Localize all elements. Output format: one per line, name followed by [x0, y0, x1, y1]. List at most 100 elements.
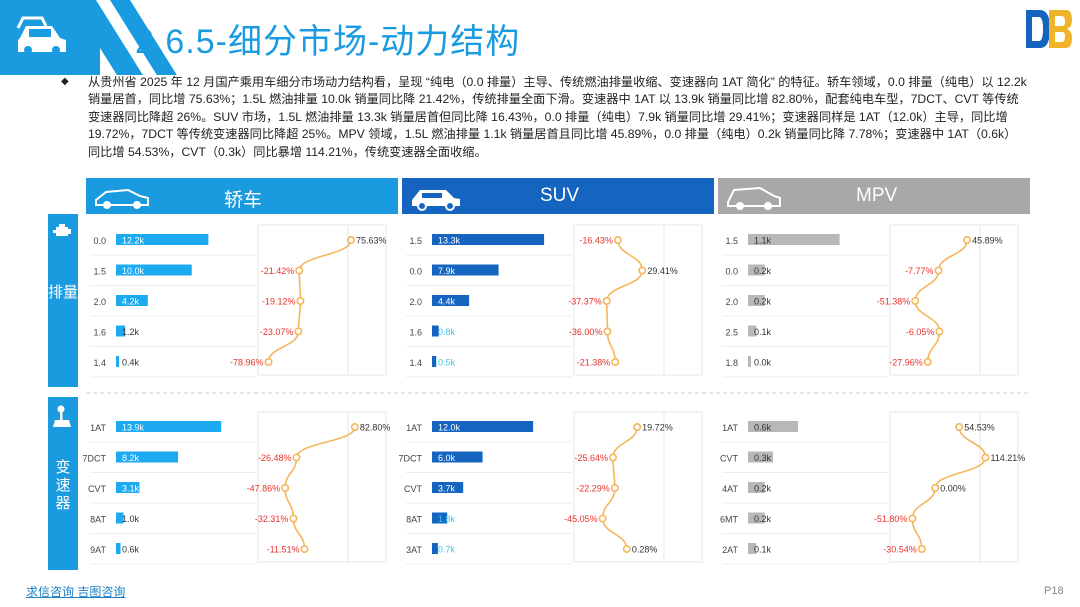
bar-value-label: 3.1k [122, 484, 140, 494]
yoy-label: -51.38% [877, 297, 911, 307]
category-label: 8AT [406, 515, 422, 525]
yoy-point [292, 453, 301, 462]
chart-MPV-transmission: 1AT 0.6k CVT 0.3k 4AT 0.2k 6MT 0.2k 2AT 0.1k 54.53… [720, 411, 1025, 565]
bar-value-label: 1.8k [438, 514, 456, 524]
chart-轿车-transmission: 1AT 13.9k 7DCT 8.2k CVT 3.1k 8AT 1.0k 9AT 0.6k 82.… [82, 411, 390, 565]
category-label: 1AT [90, 423, 106, 433]
segment-band-sedan: 轿车 [86, 178, 398, 214]
side-text-displacement: 排量 [48, 284, 79, 301]
category-label: CVT [404, 484, 423, 494]
bar-value-label: 0.1k [754, 327, 772, 337]
category-label: 1.6 [93, 328, 106, 338]
chart-轿车-displacement: 0.0 12.2k 1.5 10.0k 2.0 4.2k 1.6 1.2k 1.4 0.4k 75.… [90, 224, 387, 378]
category-label: 2.0 [93, 297, 106, 307]
bar [432, 543, 438, 554]
yoy-label: -11.51% [267, 545, 300, 555]
footer-links[interactable]: 求信咨询 吉图咨询 [26, 585, 126, 599]
yoy-panel [257, 224, 387, 376]
yoy-label: -25.64% [574, 453, 608, 463]
bar-value-label: 13.9k [122, 423, 145, 433]
category-label: 4AT [722, 484, 738, 494]
side-label-displacement: 排量 [48, 214, 78, 387]
yoy-point [931, 483, 940, 492]
yoy-panel [573, 224, 703, 376]
chart-SUV-displacement: 1.5 13.3k 0.0 7.9k 2.0 4.4k 1.6 0.8k 1.4 0.5k -16.… [406, 224, 703, 378]
yoy-label: 114.21% [990, 453, 1025, 463]
bar-value-label: 0.4k [122, 358, 140, 368]
yoy-point [981, 453, 990, 462]
yoy-point [923, 357, 932, 366]
yoy-label: 45.89% [972, 236, 1003, 246]
mpv-icon [727, 186, 781, 210]
yoy-point [598, 514, 607, 523]
yoy-label: -23.07% [260, 327, 294, 337]
yoy-label: -32.31% [255, 514, 289, 524]
side-label-transmission: 变速器 [48, 397, 78, 570]
yoy-point [934, 266, 943, 275]
yoy-label: -21.42% [261, 266, 295, 276]
bar-value-label: 0.0k [754, 358, 772, 368]
category-label: CVT [88, 484, 107, 494]
bar [748, 234, 840, 245]
category-label: 1.5 [725, 236, 738, 246]
category-label: 2.0 [409, 297, 422, 307]
yoy-panel [257, 411, 387, 563]
category-label: 7DCT [82, 454, 106, 464]
yoy-panel [573, 411, 703, 563]
bar-value-label: 0.7k [438, 545, 456, 555]
band-label-sedan: 轿车 [224, 190, 263, 211]
chart-MPV-displacement: 1.5 1.1k 0.0 0.2k 2.0 0.2k 2.5 0.1k 1.8 0.0k 45.89… [722, 224, 1019, 378]
yoy-point [917, 544, 926, 553]
category-label: 1.5 [93, 267, 106, 277]
yoy-label: 19.72% [642, 423, 673, 433]
bar [432, 295, 470, 306]
bar-value-label: 13.3k [438, 236, 461, 246]
side-text-transmission: 变速器 [55, 459, 71, 512]
bar-value-label: 0.8k [438, 327, 456, 337]
bar [432, 356, 437, 367]
category-label: 0.0 [725, 267, 738, 277]
yoy-point [955, 422, 964, 431]
bar-value-label: 0.6k [754, 423, 772, 433]
bar-value-label: 8.2k [122, 453, 140, 463]
suv-icon [412, 190, 460, 211]
category-label: 1.4 [409, 358, 422, 368]
yoy-point [350, 422, 359, 431]
chart-SUV-transmission: 1AT 12.0k 7DCT 6.0k CVT 3.7k 8AT 1.8k 3AT 0.7k 19.… [398, 411, 703, 565]
bar [116, 512, 124, 524]
bar-value-label: 1.0k [122, 514, 140, 524]
category-label: 2.0 [725, 297, 738, 307]
yoy-label: -16.43% [579, 236, 613, 246]
bar-value-label: 0.1k [754, 545, 772, 555]
bar [116, 482, 140, 493]
yoy-label: 54.53% [964, 423, 995, 433]
bar-value-label: 0.2k [754, 514, 772, 524]
bar [432, 451, 483, 463]
yoy-point [281, 483, 290, 492]
yoy-label: -51.80% [874, 514, 908, 524]
category-label: 1.6 [409, 328, 422, 338]
category-label: 1AT [406, 423, 422, 433]
bar [116, 543, 121, 554]
engine-icon [53, 224, 71, 236]
category-label: 0.0 [93, 236, 106, 246]
sedan-icon [95, 188, 149, 209]
bar [748, 295, 765, 306]
yoy-label: -78.96% [230, 358, 264, 368]
yoy-panel [889, 411, 1019, 563]
yoy-label: 0.00% [940, 484, 966, 494]
yoy-point [300, 544, 309, 553]
bar-value-label: 4.4k [438, 297, 456, 307]
car-icon [14, 14, 70, 63]
bar [748, 421, 798, 432]
yoy-point [638, 266, 647, 275]
yoy-point [602, 296, 611, 305]
yoy-label: 0.28% [632, 545, 658, 555]
yoy-label: -27.96% [889, 358, 923, 368]
yoy-label: -21.38% [577, 358, 611, 368]
yoy-label: -37.37% [568, 297, 602, 307]
band-label-suv: SUV [540, 185, 580, 206]
bar [116, 421, 222, 432]
yoy-point [622, 544, 631, 553]
yoy-point [911, 296, 920, 305]
